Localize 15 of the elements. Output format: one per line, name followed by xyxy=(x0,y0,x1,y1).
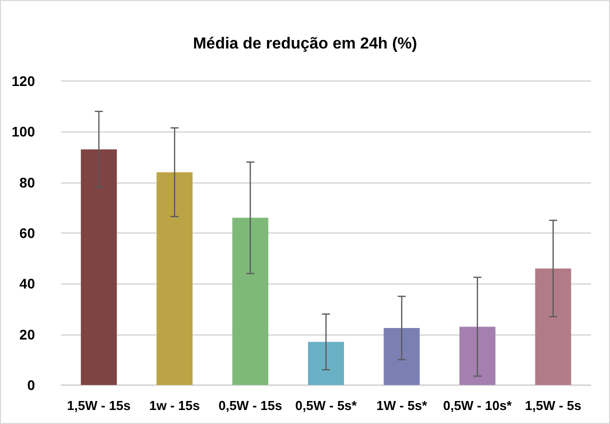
x-tick-label: 1W - 5s* xyxy=(376,398,428,413)
y-tick-label: 80 xyxy=(19,174,36,190)
x-tick-label: 1,5W - 5s xyxy=(524,398,582,413)
y-tick-label: 100 xyxy=(12,124,36,140)
chart-title: Média de redução em 24h (%) xyxy=(192,36,418,52)
y-tick-label: 0 xyxy=(27,377,36,393)
x-tick-label: 1w - 15s xyxy=(149,398,200,413)
y-tick-label: 40 xyxy=(19,276,36,292)
x-tick-label: 0,5W - 15s xyxy=(218,398,282,413)
y-tick-label: 60 xyxy=(19,225,36,241)
x-tick-label: 0,5W - 5s* xyxy=(295,398,358,413)
x-tick-label: 1,5W - 15s xyxy=(67,398,131,413)
y-tick-label: 20 xyxy=(19,326,36,342)
y-tick-label: 120 xyxy=(12,73,36,89)
x-tick-label: 0,5W - 10s* xyxy=(443,398,513,413)
